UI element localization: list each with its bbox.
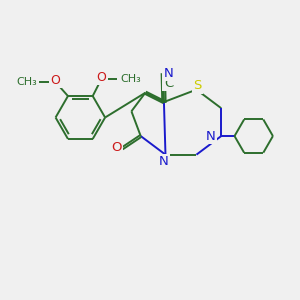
Text: CH₃: CH₃ bbox=[16, 77, 37, 87]
Text: N: N bbox=[206, 130, 216, 142]
Text: O: O bbox=[111, 141, 122, 154]
Text: CH₃: CH₃ bbox=[120, 74, 141, 84]
Text: N: N bbox=[164, 67, 173, 80]
Text: O: O bbox=[97, 71, 106, 84]
Text: N: N bbox=[159, 155, 169, 168]
Text: S: S bbox=[193, 80, 202, 92]
Text: C: C bbox=[164, 77, 173, 90]
Text: O: O bbox=[51, 74, 61, 87]
